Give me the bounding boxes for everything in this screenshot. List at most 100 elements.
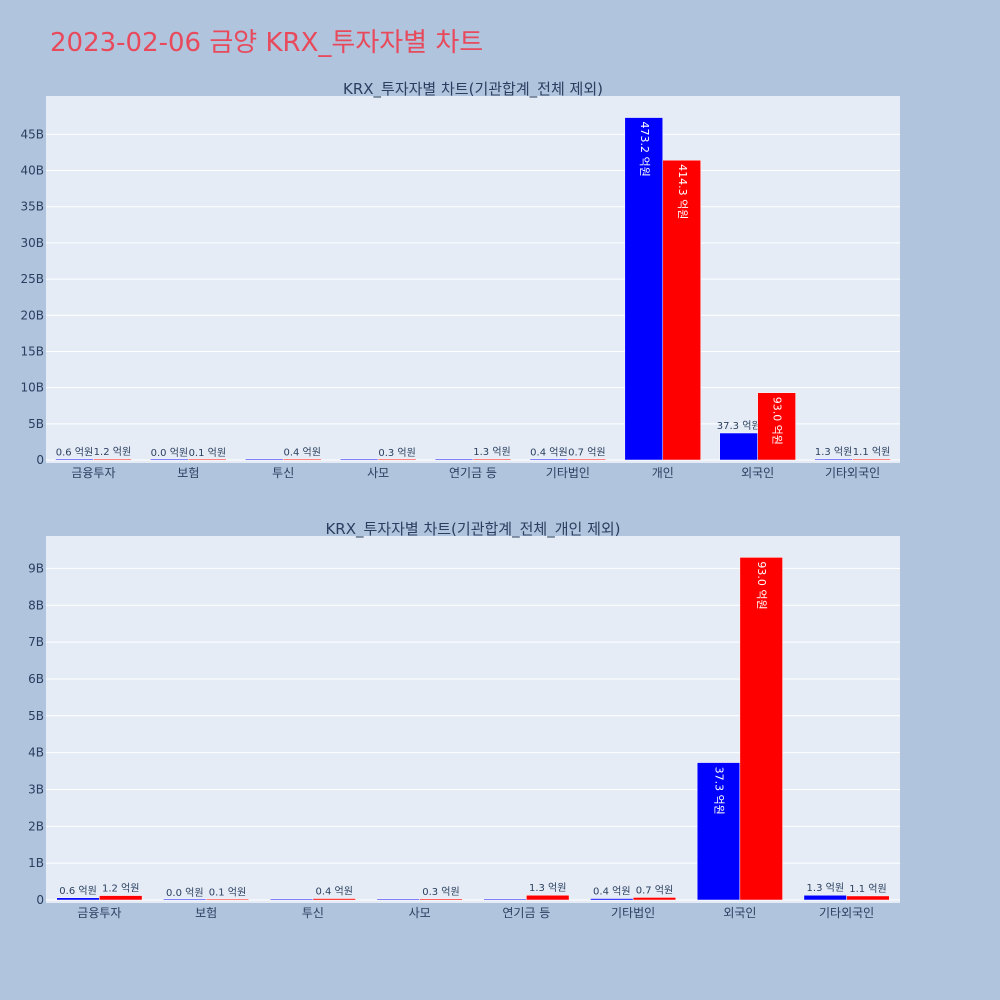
data-label: 0.6 억원 bbox=[59, 885, 96, 897]
data-label: 93.0 억원 bbox=[771, 397, 784, 445]
y-tick-label: 40B bbox=[20, 164, 44, 178]
y-tick-label: 0 bbox=[36, 893, 44, 907]
bar bbox=[852, 458, 891, 461]
x-tick-label: 기타외국인 bbox=[825, 466, 880, 480]
bar bbox=[205, 898, 250, 901]
y-tick-label: 3B bbox=[28, 782, 44, 796]
data-label: 0.4 억원 bbox=[315, 886, 352, 898]
bar bbox=[93, 458, 132, 461]
y-tick-label: 35B bbox=[20, 200, 44, 214]
data-label: 0.7 억원 bbox=[568, 446, 605, 458]
chart-1: 0 5B 10B 15B 20B 25B 30B 35B 40B 45B KRX_투자자별 차트(기… bbox=[20, 80, 900, 480]
data-label: 1.2 억원 bbox=[102, 883, 139, 895]
x-tick-label: 외국인 bbox=[723, 906, 756, 920]
bar bbox=[529, 458, 569, 461]
data-label: 0.4 억원 bbox=[530, 447, 567, 459]
bar bbox=[624, 117, 664, 461]
data-label: 1.1 억원 bbox=[849, 883, 886, 895]
data-label: 0.4 억원 bbox=[593, 886, 630, 898]
bar bbox=[814, 458, 853, 461]
bar bbox=[419, 898, 463, 901]
y-tick-label: 10B bbox=[20, 381, 44, 395]
bar bbox=[483, 898, 527, 901]
x-tick-label: 연기금 등 bbox=[449, 466, 497, 480]
data-label: 0.3 억원 bbox=[378, 447, 415, 459]
bar bbox=[376, 898, 420, 901]
data-label: 0.4 억원 bbox=[283, 447, 320, 459]
data-label: 0.0 억원 bbox=[166, 887, 203, 899]
chart-title: KRX_투자자별 차트(기관합계_전체 제외) bbox=[343, 80, 603, 99]
bar bbox=[662, 159, 701, 461]
bar bbox=[312, 898, 356, 901]
y-tick-label: 15B bbox=[20, 344, 44, 358]
y-tick-label: 4B bbox=[28, 746, 44, 760]
bar bbox=[269, 898, 314, 901]
y-tick-label: 7B bbox=[28, 635, 44, 649]
bar bbox=[567, 458, 607, 461]
x-tick-label: 금융투자 bbox=[77, 906, 121, 920]
x-tick-label: 사모 bbox=[409, 906, 431, 920]
y-tick-label: 1B bbox=[28, 856, 44, 870]
data-label: 1.3 억원 bbox=[815, 446, 852, 458]
y-tick-label: 2B bbox=[28, 819, 44, 833]
bar bbox=[739, 557, 783, 901]
x-tick-label: 기타법인 bbox=[611, 906, 655, 920]
data-label: 414.3 억원 bbox=[676, 164, 689, 219]
bar bbox=[632, 897, 677, 901]
y-tick-label: 45B bbox=[20, 127, 44, 141]
bar bbox=[188, 458, 227, 461]
data-label: 93.0 억원 bbox=[755, 561, 768, 609]
chart-title: KRX_투자자별 차트(기관합계_전체_개인 제외) bbox=[325, 520, 620, 539]
y-tick-label: 9B bbox=[28, 561, 44, 575]
bar bbox=[99, 895, 143, 901]
x-tick-label: 연기금 등 bbox=[502, 906, 550, 920]
x-tick-label: 사모 bbox=[367, 466, 389, 480]
bar bbox=[339, 458, 379, 461]
bar bbox=[56, 897, 100, 901]
x-tick-label: 기타외국인 bbox=[819, 906, 874, 920]
bar bbox=[472, 458, 512, 461]
bar bbox=[803, 894, 847, 901]
bar bbox=[245, 458, 284, 461]
bar bbox=[150, 458, 189, 461]
y-tick-label: 5B bbox=[28, 709, 44, 723]
page-title: 2023-02-06 금양 KRX_투자자별 차트 bbox=[50, 28, 484, 58]
chart-2: 0 1B 2B 3B 4B 5B 6B 7B 8B 9B KRX_투자자별 차트(기관합계_전체_개… bbox=[28, 520, 900, 920]
bar bbox=[590, 898, 634, 901]
y-tick-label: 8B bbox=[28, 598, 44, 612]
bar bbox=[377, 458, 417, 461]
y-tick-label: 20B bbox=[20, 308, 44, 322]
bar bbox=[696, 762, 741, 901]
data-label: 0.6 억원 bbox=[56, 447, 93, 459]
y-tick-label: 25B bbox=[20, 272, 44, 286]
data-label: 1.3 억원 bbox=[473, 446, 510, 458]
bar bbox=[55, 458, 94, 461]
x-tick-label: 금융투자 bbox=[71, 466, 115, 480]
bar bbox=[846, 895, 890, 901]
data-label: 37.3 억원 bbox=[713, 767, 726, 815]
bar bbox=[757, 392, 796, 461]
data-label: 0.1 억원 bbox=[189, 447, 226, 459]
y-tick-label: 30B bbox=[20, 236, 44, 250]
x-tick-label: 투신 bbox=[302, 906, 324, 920]
x-tick-label: 보험 bbox=[177, 466, 199, 480]
bar bbox=[526, 894, 570, 901]
x-tick-label: 보험 bbox=[195, 906, 217, 920]
bar bbox=[282, 458, 322, 461]
x-tick-label: 외국인 bbox=[741, 466, 774, 480]
y-tick-label: 5B bbox=[28, 417, 44, 431]
data-label: 0.0 억원 bbox=[151, 447, 188, 459]
x-tick-label: 개인 bbox=[652, 466, 674, 480]
data-label: 37.3 억원 bbox=[717, 420, 761, 432]
bar bbox=[719, 432, 758, 461]
data-label: 1.2 억원 bbox=[94, 446, 131, 458]
bar bbox=[163, 898, 207, 901]
data-label: 1.3 억원 bbox=[807, 882, 844, 894]
bar bbox=[434, 458, 474, 461]
data-label: 0.7 억원 bbox=[636, 884, 673, 896]
y-tick-label: 6B bbox=[28, 672, 44, 686]
data-label: 1.1 억원 bbox=[853, 446, 890, 458]
x-tick-label: 투신 bbox=[272, 466, 294, 480]
x-tick-label: 기타법인 bbox=[546, 466, 590, 480]
